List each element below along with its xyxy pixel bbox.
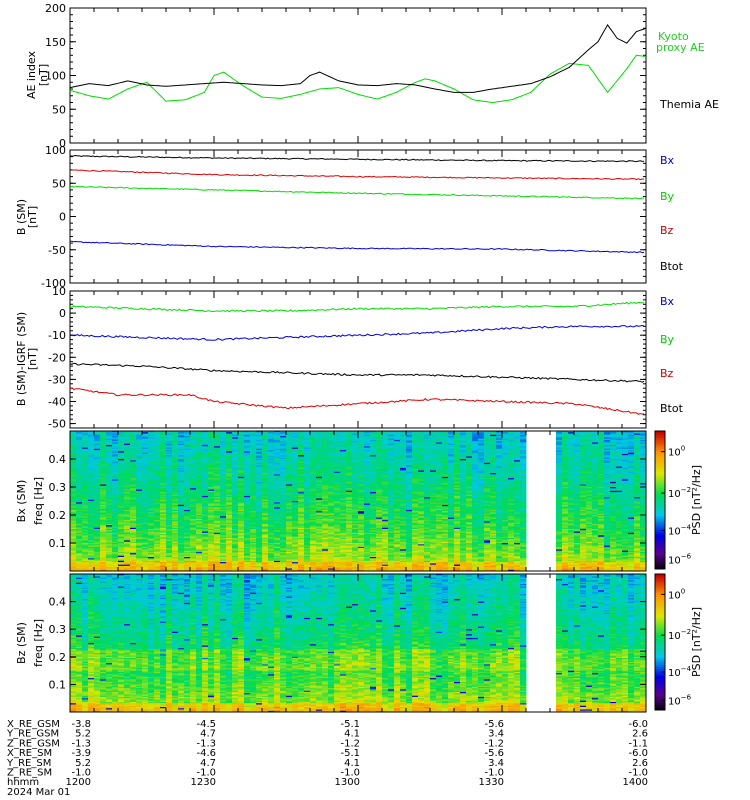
y-tick-label: 200 [45, 2, 66, 15]
y-tick-label: 50 [52, 177, 66, 190]
db-ylabel-unit: [nT] [26, 348, 39, 370]
bsm-legend-bz: Bz [660, 224, 674, 237]
series-line-bx [70, 326, 644, 341]
db-legend-by: By [660, 333, 675, 346]
y-tick-label: -40 [48, 395, 66, 408]
y-tick-label: 50 [52, 103, 66, 116]
series-line-bx [70, 241, 644, 252]
bsm-panel-frame [70, 150, 646, 283]
bsm-ylabel-unit: [nT] [26, 206, 39, 228]
spec_bx-spectrogram-cells [70, 431, 646, 571]
y-tick-label: 0 [59, 211, 66, 224]
y-tick-label: 0 [59, 307, 66, 320]
y-tick-label: -50 [48, 244, 66, 257]
bsm-legend-by: By [660, 190, 675, 203]
bsm-legend-bx: Bx [660, 154, 675, 167]
db-panel-frame [70, 291, 646, 428]
series-line-btot [70, 156, 644, 162]
ae-panel-frame [70, 8, 646, 143]
y-tick-label: -20 [48, 351, 66, 364]
db-legend-btot: Btot [660, 402, 684, 415]
series-line-bz [70, 388, 644, 414]
legend-kyoto-line2: proxy AE [656, 41, 705, 54]
y-tick-label: -50 [48, 418, 66, 431]
bsm-legend-btot: Btot [660, 260, 684, 273]
y-tick-label: 150 [45, 36, 66, 49]
series-line-by [70, 186, 644, 199]
series-line-themia-ae [70, 25, 646, 93]
series-line-bz [70, 169, 644, 179]
series-line-by [70, 302, 644, 311]
db-legend-bz: Bz [660, 367, 674, 380]
y-tick-label: -10 [48, 329, 66, 342]
y-tick-label: 10 [52, 285, 66, 298]
y-tick-label: 100 [45, 144, 66, 157]
db-legend-bx: Bx [660, 295, 675, 308]
y-tick-label: -30 [48, 373, 66, 386]
series-line-btot [70, 363, 644, 382]
series-line-kyoto-proxy-ae [70, 55, 646, 102]
legend-themia: Themia AE [659, 98, 719, 111]
ae-ylabel-unit: [nT] [37, 64, 50, 86]
